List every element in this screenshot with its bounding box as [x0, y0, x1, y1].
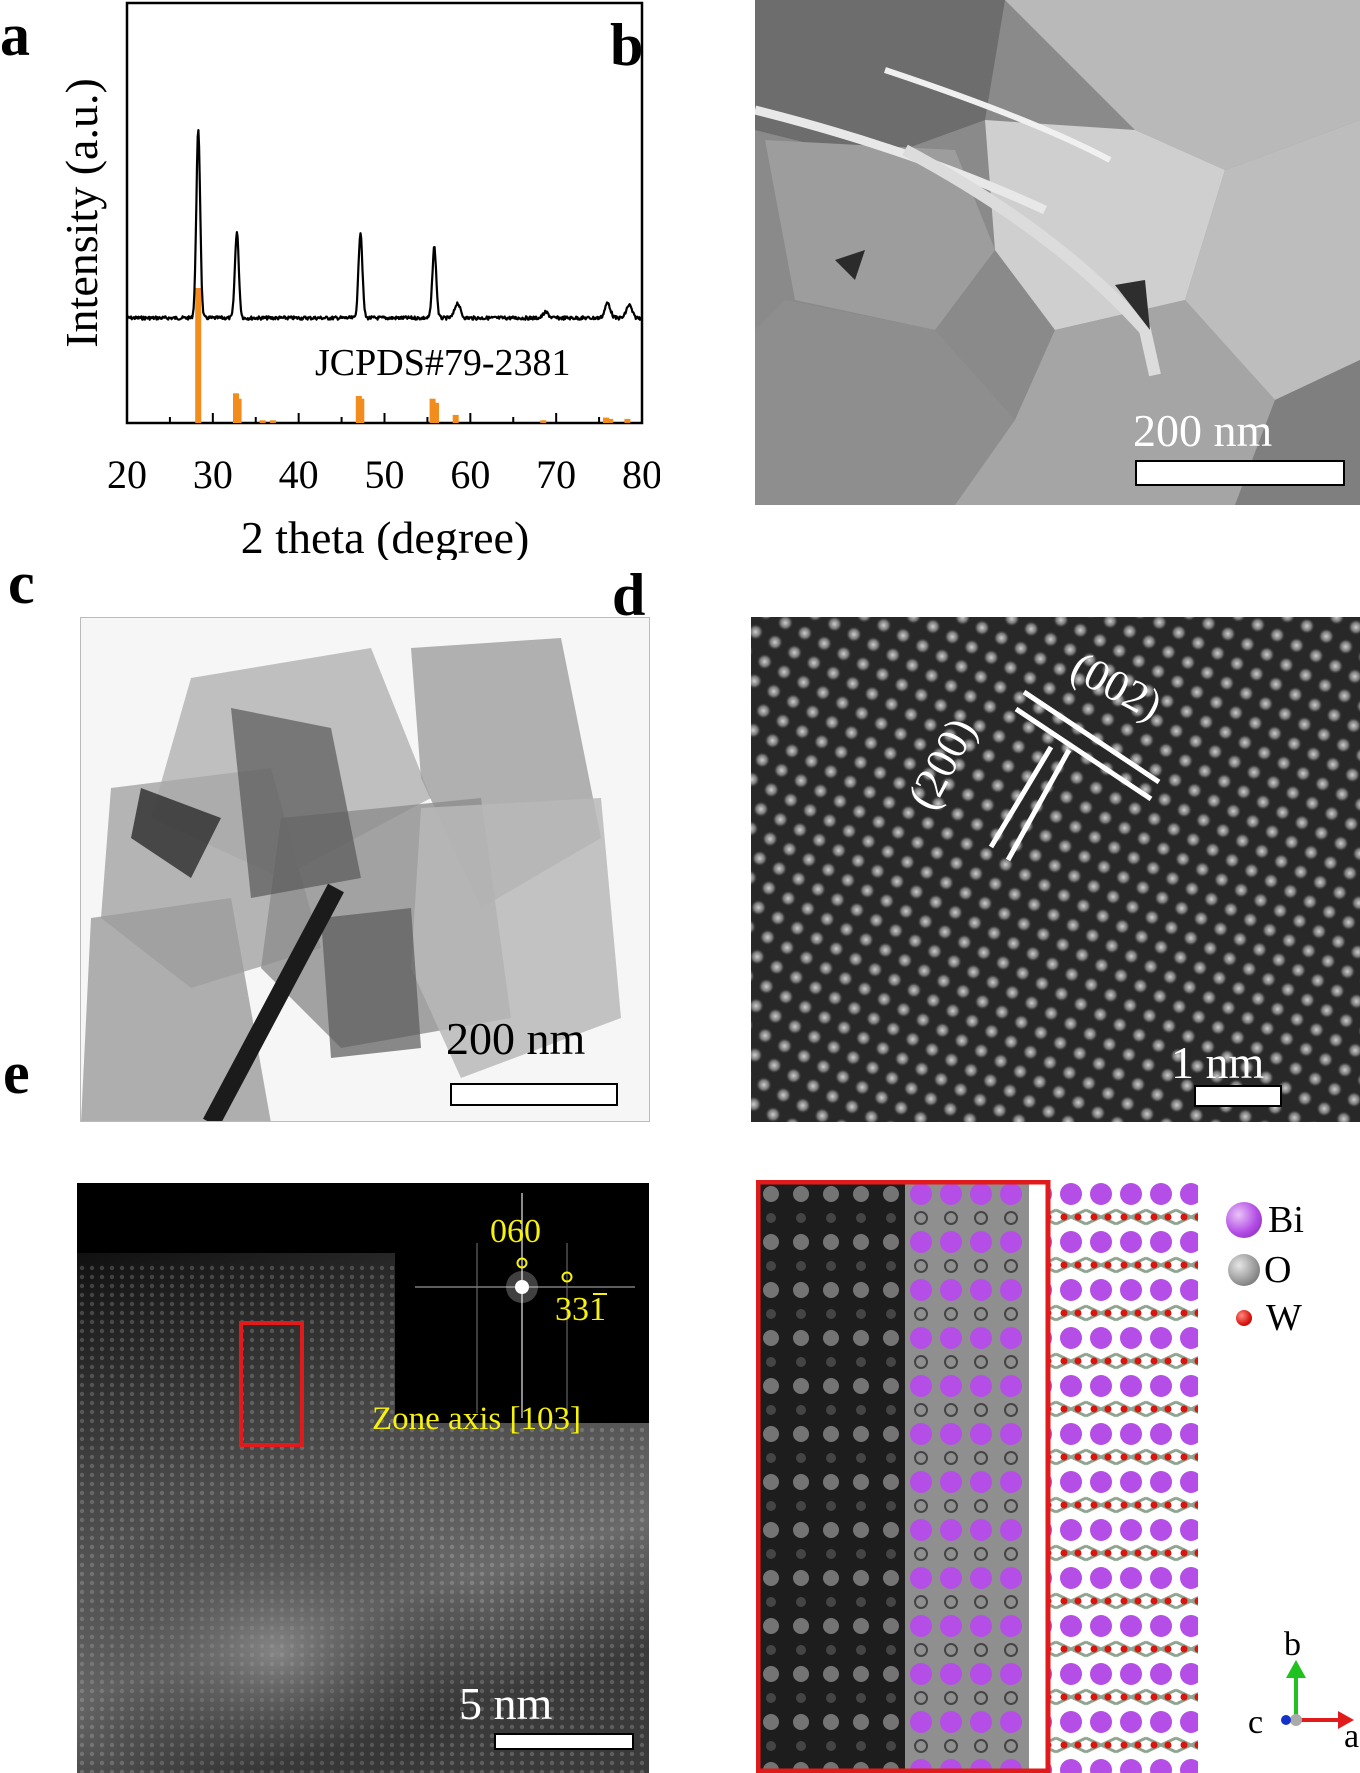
x-tick-label: 70 [536, 452, 576, 497]
panel-label-a: a [0, 2, 30, 68]
xrd-trace [126, 129, 643, 321]
fft-inset: 060 331 [395, 1183, 649, 1423]
reference-bar [259, 420, 266, 423]
legend-bi-label: Bi [1268, 1199, 1304, 1241]
overbar [593, 1293, 607, 1295]
scalebar-b [1135, 460, 1345, 486]
x-tick-label: 30 [193, 452, 233, 497]
structure-overlay [756, 1180, 1198, 1773]
scalebar-label-d: 1 nm [1171, 1037, 1265, 1088]
y-axis-label: Intensity (a.u.) [56, 78, 107, 348]
x-tick-label: 40 [279, 452, 319, 497]
tem-flakes [81, 618, 649, 1121]
hrtem-image: (002) (200) 1 nm [751, 617, 1360, 1122]
fft-spot-060 [516, 1257, 528, 1269]
scalebar-label-b: 200 nm [1133, 405, 1273, 456]
sem-flakes [755, 0, 1360, 505]
haadf-image: 060 331 Zone axis [103] 5 nm [77, 1183, 649, 1773]
reference-bar [269, 420, 276, 423]
fft-spot-331 [561, 1271, 573, 1283]
lattice-image [751, 617, 1360, 1122]
o-atom-icon [1228, 1254, 1260, 1286]
scalebar-d [1194, 1085, 1282, 1107]
fft-pattern [415, 1193, 635, 1418]
scalebar-c [450, 1083, 618, 1106]
axis-b-label: b [1284, 1630, 1301, 1663]
scalebar-e [494, 1733, 634, 1750]
x-axis-label: 2 theta (degree) [241, 512, 530, 560]
reference-bar [195, 288, 202, 423]
panel-label-c: c [8, 550, 35, 616]
legend-w: W [1236, 1297, 1302, 1339]
zone-axis-label: Zone axis [103] [372, 1401, 581, 1437]
x-ticks [126, 413, 643, 423]
haadf-lattice [77, 1183, 649, 1773]
axis-a-label: a [1344, 1718, 1359, 1750]
w-atom-icon [1236, 1310, 1252, 1326]
x-tick-label: 20 [107, 452, 147, 497]
tem-image: 200 nm [80, 617, 650, 1122]
x-tick-label: 80 [622, 452, 660, 497]
lattice-plane-lines [988, 689, 1161, 862]
bi-atom-icon [1226, 1202, 1262, 1238]
panel-label-d: d [612, 562, 646, 628]
xrd-chart: JCPDS#79-2381 20 30 40 50 60 70 80 2 theta (de… [56, 1, 660, 560]
reference-bars [195, 288, 631, 424]
x-tick-labels: 20 30 40 50 60 70 80 [107, 452, 660, 497]
reference-bar [624, 418, 631, 423]
plane-labels: (002) (200) [898, 642, 1170, 817]
panel-label-b: b [610, 12, 644, 78]
x-tick-label: 60 [450, 452, 490, 497]
reference-bar [540, 420, 547, 423]
legend-bi: Bi [1226, 1199, 1304, 1241]
reference-bar [452, 414, 459, 423]
model-highlight-box [756, 1180, 1051, 1773]
reference-bar [235, 398, 242, 423]
plane-200-label: (200) [898, 710, 986, 817]
reference-bar [358, 398, 365, 423]
scalebar-label-c: 200 nm [446, 1013, 586, 1064]
reference-bar [603, 417, 609, 423]
fft-label-060: 060 [490, 1213, 541, 1250]
legend: Bi O W [1226, 1190, 1360, 1339]
axis-c-label: c [1248, 1704, 1263, 1741]
fft-label-331: 331 [555, 1291, 607, 1329]
sem-image: 200 nm [755, 0, 1360, 505]
axis-triad: b a c [1248, 1630, 1359, 1750]
plane-002-label: (002) [1063, 642, 1170, 730]
reference-label: JCPDS#79-2381 [315, 342, 571, 384]
panel-label-e: e [3, 1040, 30, 1106]
structure-model: Bi O W b a c [756, 1180, 1360, 1773]
x-tick-label: 50 [365, 452, 405, 497]
reference-bar [607, 418, 614, 423]
legend-o-label: O [1264, 1249, 1292, 1291]
legend-o: O [1228, 1249, 1292, 1291]
reference-bar [429, 398, 436, 423]
highlight-box [239, 1321, 304, 1447]
reference-bar [433, 402, 439, 424]
legend-w-label: W [1266, 1297, 1302, 1339]
fft-label-331-text: 331 [555, 1291, 606, 1328]
scalebar-label-e: 5 nm [459, 1678, 553, 1729]
